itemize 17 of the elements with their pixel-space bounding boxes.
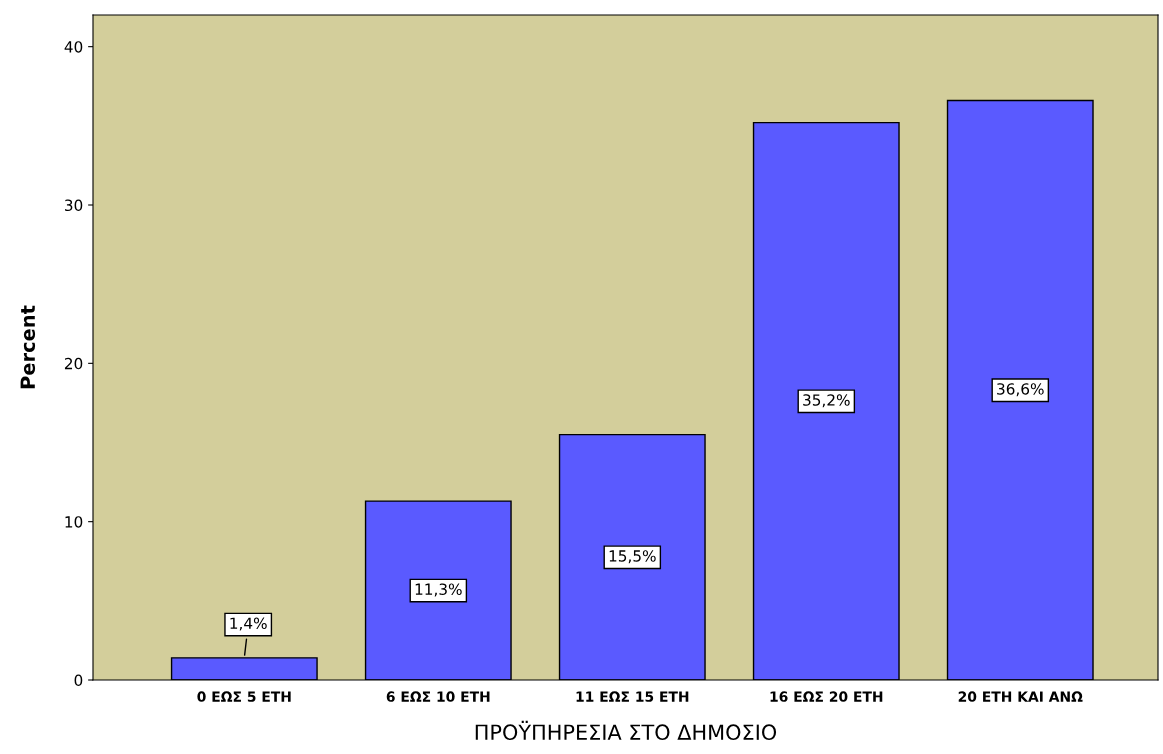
y-tick-label: 30 <box>65 199 83 212</box>
data-label: 11,3% <box>415 583 462 597</box>
y-axis-title: Percent <box>20 305 36 389</box>
x-tick-label: 0 ΕΩΣ 5 ΕΤΗ <box>197 691 291 702</box>
data-label: 15,5% <box>609 550 656 564</box>
y-tick-label: 0 <box>74 674 83 687</box>
y-tick-label: 10 <box>65 516 83 528</box>
x-tick-label: 6 ΕΩΣ 10 ΕΤΗ <box>386 691 490 702</box>
x-tick-label: 20 ΕΤΗ ΚΑΙ ΑΝΩ <box>958 691 1083 702</box>
x-tick-label: 16 ΕΩΣ 20 ΕΤΗ <box>770 691 883 702</box>
x-tick-label: 11 ΕΩΣ 15 ΕΤΗ <box>576 691 689 702</box>
data-label: 1,4% <box>230 617 267 631</box>
data-label: 35,2% <box>803 394 850 408</box>
x-axis-title: ΠΡΟΫΠΗΡΕΣΙΑ ΣΤΟ ΔΗΜΟΣΙΟ <box>475 720 777 741</box>
data-label: 36,6% <box>997 383 1044 397</box>
y-tick-label: 20 <box>64 357 83 370</box>
y-tick-label: 40 <box>64 41 83 53</box>
